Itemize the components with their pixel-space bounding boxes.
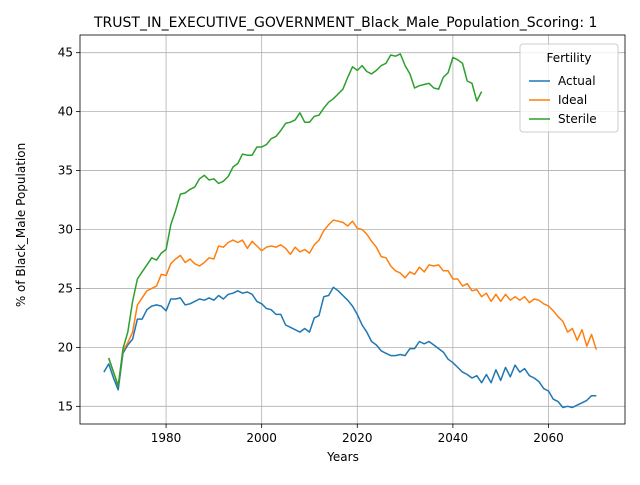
legend-label-ideal: Ideal: [558, 93, 587, 107]
y-tick-label: 20: [58, 340, 73, 354]
y-tick-label: 15: [58, 399, 73, 413]
y-tick-label: 35: [58, 164, 73, 178]
x-tick-label: 2000: [246, 431, 277, 445]
y-tick-label: 45: [58, 46, 73, 60]
y-tick-label: 30: [58, 223, 73, 237]
legend-label-sterile: Sterile: [558, 112, 597, 126]
legend-box: [519, 43, 619, 133]
x-tick-label: 2040: [438, 431, 469, 445]
series-line-sterile: [107, 53, 483, 388]
legend: Fertility Actual Ideal Sterile: [519, 43, 619, 133]
legend-label-actual: Actual: [558, 74, 596, 88]
y-axis-label: % of Black_Male Population: [14, 143, 28, 307]
x-tick-label: 2020: [342, 431, 373, 445]
x-axis-label: Years: [326, 450, 359, 464]
series-line-actual: [103, 286, 597, 409]
y-axis-ticks: 15 20 25 30 35 40 45: [58, 46, 80, 413]
series-lines: [103, 53, 598, 409]
x-axis-ticks: 1980 2000 2020 2040 2060: [151, 424, 564, 445]
y-tick-label: 25: [58, 281, 73, 295]
x-tick-label: 2060: [533, 431, 564, 445]
series-line-ideal: [107, 219, 598, 386]
x-tick-label: 1980: [151, 431, 182, 445]
y-tick-label: 40: [58, 105, 73, 119]
legend-entries: Actual Ideal Sterile: [529, 74, 597, 126]
legend-title: Fertility: [546, 51, 591, 65]
chart-title: TRUST_IN_EXECUTIVE_GOVERNMENT_Black_Male…: [93, 15, 597, 31]
